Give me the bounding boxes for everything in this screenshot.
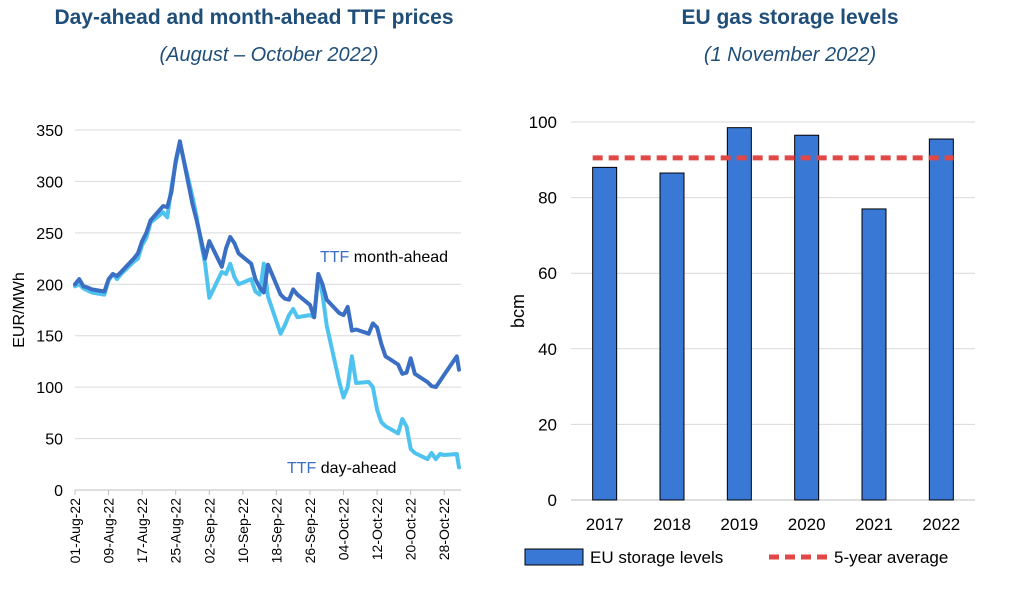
y-tick-label: 80 [538, 189, 557, 208]
y-tick-label: 100 [529, 113, 557, 132]
storage-bar [726, 127, 752, 501]
x-tick-label: 2020 [788, 515, 826, 534]
storage-bar [592, 166, 618, 501]
x-tick-label: 25-Aug-22 [168, 498, 184, 564]
y-tick-label: 100 [36, 380, 63, 397]
x-tick-label: 01-Aug-22 [67, 498, 83, 564]
y-tick-label: 150 [36, 329, 63, 346]
legend-storage-label: EU storage levels [590, 548, 723, 567]
x-tick-label: 18-Sep-22 [268, 498, 284, 564]
left-chart-title: Day-ahead and month-ahead TTF prices [54, 6, 454, 29]
x-tick-label: 02-Sep-22 [201, 498, 217, 564]
month-ahead-series-label: TTF month-ahead [320, 249, 448, 266]
x-tick-label: 20-Oct-22 [403, 498, 419, 560]
day-ahead-series-line [73, 141, 461, 470]
legend-average-label: 5-year average [834, 548, 948, 567]
y-tick-label: 200 [36, 277, 63, 294]
y-tick-label: 300 [36, 174, 63, 191]
y-tick-label: 350 [36, 123, 63, 140]
left-chart-subtitle: (August – October 2022) [159, 44, 379, 66]
x-tick-label: 10-Sep-22 [235, 498, 251, 564]
storage-bar [659, 172, 685, 501]
y-tick-label: 0 [54, 483, 63, 500]
x-tick-label: 09-Aug-22 [101, 498, 117, 564]
storage-bar [861, 208, 887, 501]
y-axis-label: bcm [508, 294, 528, 328]
y-tick-label: 50 [45, 432, 63, 449]
day-ahead-series-label: TTF day-ahead [287, 460, 396, 477]
ttf-price-chart: 0 50 100 150 200 250 300 350 01-Aug-22 09-Aug-22 1… [11, 123, 461, 563]
y-tick-label: 20 [538, 415, 557, 434]
right-chart-title: EU gas storage levels [681, 6, 899, 29]
x-tick-label: 2018 [653, 515, 691, 534]
month-ahead-series-line [73, 139, 461, 390]
y-tick-label: 250 [36, 226, 63, 243]
x-tick-label: 04-Oct-22 [336, 498, 352, 560]
right-chart-subtitle: (1 November 2022) [703, 44, 877, 66]
x-tick-label: 17-Aug-22 [134, 498, 150, 564]
x-tick-label: 28-Oct-22 [436, 498, 452, 560]
x-tick-label: 2017 [586, 515, 624, 534]
x-tick-label: 26-Sep-22 [302, 498, 318, 564]
y-tick-label: 40 [538, 340, 557, 359]
x-tick-label: 2022 [922, 515, 960, 534]
storage-bar [794, 134, 820, 501]
storage-bar [928, 138, 954, 501]
x-tick-label: 12-Oct-22 [369, 498, 385, 560]
y-tick-label: 60 [538, 264, 557, 283]
y-tick-label: 0 [548, 491, 557, 510]
x-tick-label: 2021 [855, 515, 893, 534]
x-tick-label: 2019 [720, 515, 758, 534]
y-axis-label: EUR/MWh [11, 272, 28, 348]
storage-bar-chart: 0 20 40 60 80 100 bcm 2017 2018 2019 2020 2021 2022 E… [508, 113, 975, 567]
legend-storage-swatch [524, 548, 584, 566]
